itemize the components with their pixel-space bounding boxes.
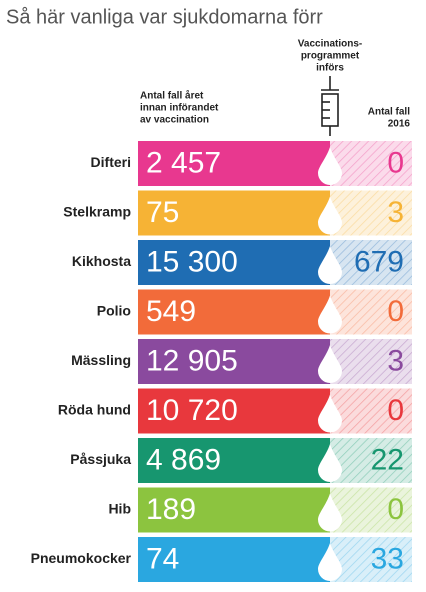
before-bar (138, 190, 330, 236)
before-label: av vaccination (140, 115, 209, 126)
after-bar (330, 438, 412, 483)
after-bar (330, 487, 412, 533)
before-bar (138, 339, 330, 384)
drop-icon (318, 147, 342, 185)
disease-label: Hib (108, 501, 131, 517)
drop-icon (318, 543, 342, 581)
before-value: 15 300 (146, 245, 238, 278)
before-bar (138, 487, 330, 533)
after-bar (330, 190, 412, 236)
after-value: 0 (387, 295, 404, 328)
drop-icon (318, 444, 342, 482)
vaccination-label: programmet (301, 51, 360, 62)
vaccination-label: införs (316, 63, 344, 74)
after-value: 0 (387, 146, 404, 179)
vaccination-label: Vaccinations- (298, 39, 362, 50)
after-label: 2016 (388, 119, 411, 130)
disease-label: Difteri (91, 154, 131, 170)
title: Så här vanliga var sjukdomarna förr (6, 6, 323, 28)
after-value: 22 (371, 443, 404, 476)
drop-icon (318, 295, 342, 334)
before-value: 74 (146, 542, 179, 575)
disease-label: Påssjuka (70, 451, 131, 467)
disease-label: Röda hund (58, 402, 131, 418)
after-bar (330, 141, 412, 186)
before-bar (138, 289, 330, 335)
before-value: 75 (146, 196, 179, 229)
before-value: 10 720 (146, 394, 238, 427)
after-value: 33 (371, 542, 404, 575)
disease-label: Stelkramp (63, 204, 131, 220)
before-label: Antal fall året (140, 90, 204, 102)
after-bar (330, 289, 412, 335)
after-value: 3 (387, 344, 404, 377)
syringe-icon (321, 76, 339, 136)
disease-label: Polio (97, 303, 131, 319)
disease-label: Mässling (71, 352, 131, 368)
after-bar (330, 537, 412, 582)
after-value: 0 (387, 493, 404, 526)
after-label: Antal fall (368, 107, 410, 118)
before-value: 549 (146, 295, 196, 328)
after-value: 679 (354, 245, 404, 278)
disease-label: Pneumokocker (31, 550, 132, 566)
after-bar (330, 339, 412, 384)
after-value: 0 (387, 394, 404, 427)
before-bar (138, 537, 330, 582)
before-bar (138, 141, 330, 186)
before-bar (138, 388, 330, 434)
after-bar (330, 388, 412, 434)
drop-icon (318, 196, 342, 235)
before-value: 2 457 (146, 146, 221, 179)
before-value: 4 869 (146, 443, 221, 476)
drop-icon (318, 345, 342, 383)
drop-icon (318, 493, 342, 532)
disease-label: Kikhosta (72, 253, 131, 269)
drop-icon (318, 394, 342, 433)
drop-icon (318, 246, 342, 284)
before-bar (138, 438, 330, 483)
after-bar (330, 240, 412, 285)
before-bar (138, 240, 330, 285)
after-value: 3 (387, 196, 404, 229)
before-label: innan införandet (140, 103, 219, 114)
before-value: 12 905 (146, 344, 238, 377)
before-value: 189 (146, 493, 196, 526)
